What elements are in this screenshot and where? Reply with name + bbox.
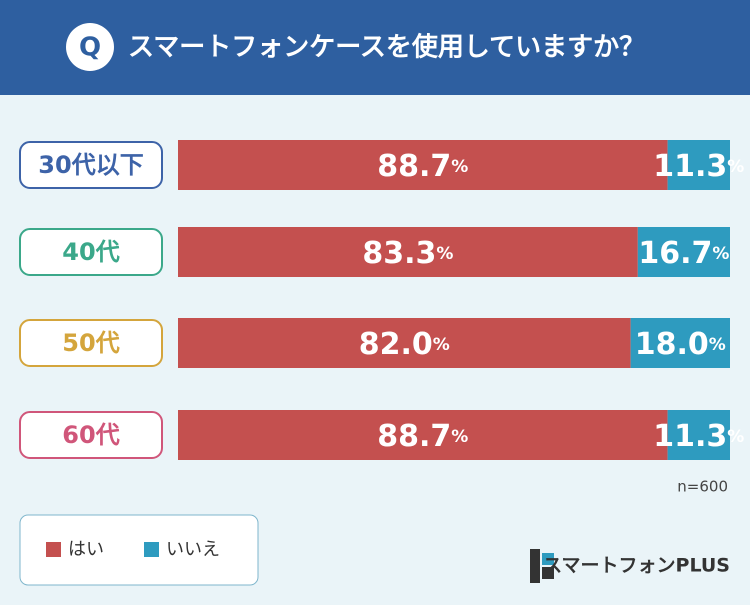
- bar-segment: [178, 227, 638, 277]
- category-box: [19, 319, 163, 367]
- category-label: 30代以下: [38, 151, 143, 179]
- logo-mark: [530, 549, 540, 583]
- category-box: [19, 141, 163, 189]
- category-label: 60代: [62, 421, 119, 449]
- value-label: 82.0%: [359, 327, 450, 362]
- value-label: 11.3%: [653, 149, 744, 184]
- sample-note: n=600: [677, 478, 728, 496]
- category-box: [19, 411, 163, 459]
- legend-swatch: [46, 542, 61, 557]
- legend-swatch: [144, 542, 159, 557]
- logo-mark: [542, 567, 554, 579]
- bar-segment: [667, 140, 730, 190]
- logo-mark: [542, 553, 554, 565]
- legend-label: はい: [68, 539, 104, 560]
- bar-segment: [178, 140, 668, 190]
- title-badge: Q: [79, 33, 101, 63]
- legend-label: いいえ: [166, 539, 220, 560]
- category-box: [19, 228, 163, 276]
- header: [0, 0, 750, 95]
- bar-segment: [667, 410, 730, 460]
- value-label: 83.3%: [362, 236, 453, 271]
- legend-box: [19, 514, 259, 586]
- chart-title: スマートフォンケースを使用していますか？: [128, 33, 645, 63]
- value-label: 16.7%: [638, 236, 729, 271]
- category-label: 50代: [62, 329, 119, 357]
- brand-name: スマートフォンPLUS: [543, 555, 730, 577]
- category-label: 40代: [62, 238, 119, 266]
- title-badge-circle: [66, 23, 114, 71]
- value-label: 88.7%: [377, 419, 468, 454]
- bar-segment: [630, 318, 730, 368]
- bar-segment: [178, 410, 668, 460]
- value-label: 88.7%: [377, 149, 468, 184]
- bar-segment: [637, 227, 730, 277]
- value-label: 11.3%: [653, 419, 744, 454]
- bar-segment: [178, 318, 631, 368]
- brand-logo: [530, 549, 554, 583]
- value-label: 18.0%: [635, 327, 726, 362]
